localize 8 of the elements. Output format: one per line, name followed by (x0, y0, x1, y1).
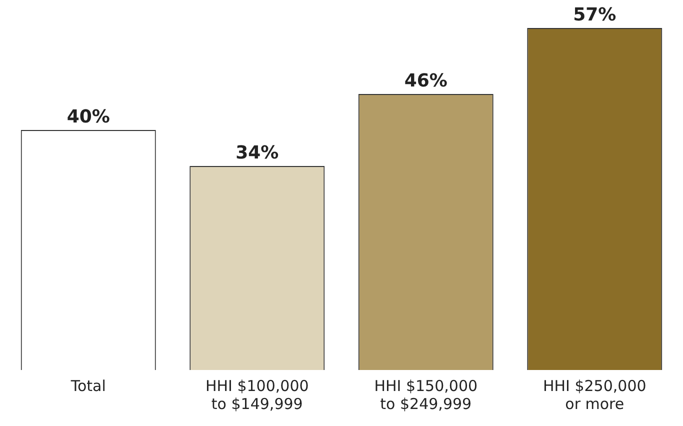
data-label: 57% (573, 4, 616, 26)
x-tick-label: HHI $250,000 or more (542, 376, 646, 413)
data-label: 46% (404, 70, 448, 92)
x-tick-label: Total (70, 376, 106, 395)
data-label: 34% (236, 142, 279, 164)
data-label: 40% (66, 106, 110, 128)
x-tick-label: HHI $150,000 to $249,999 (374, 376, 478, 413)
x-tick-label: HHI $100,000 to $149,999 (205, 376, 309, 413)
